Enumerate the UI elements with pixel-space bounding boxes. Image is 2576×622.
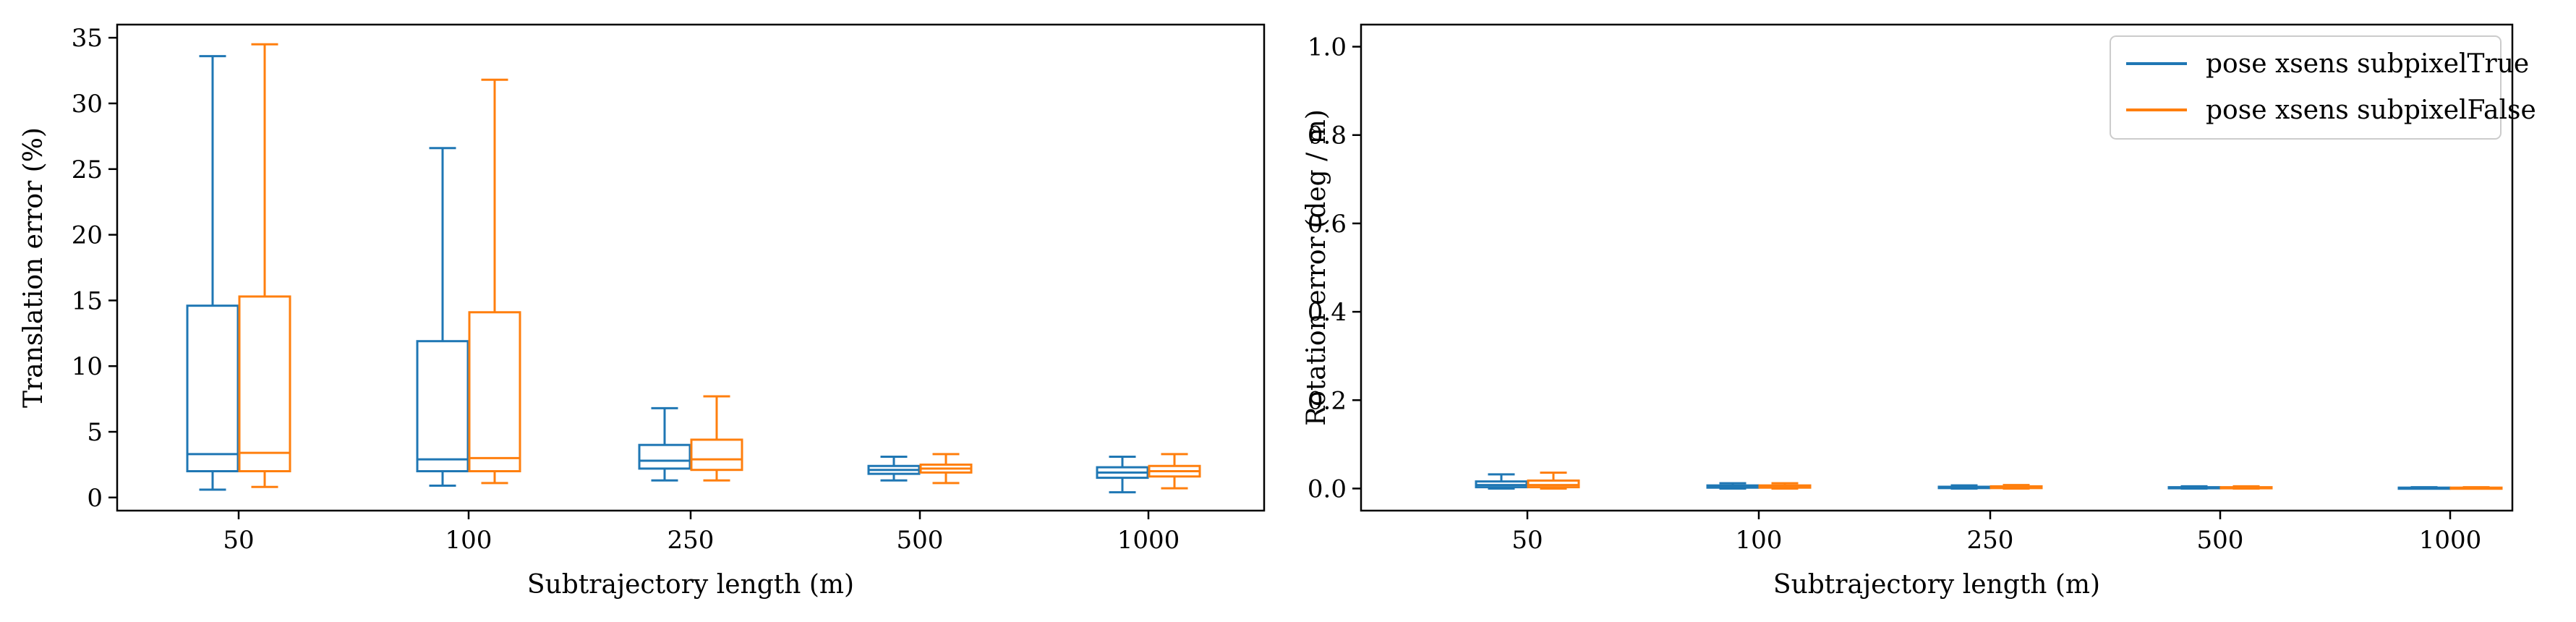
iqr-box [238,295,291,473]
translation-y-ticks: 0 5 10 15 20 25 30 35 [72,24,117,513]
y-tick-label: 30 [72,90,103,119]
box-subpixel-true-50 [1475,473,1528,490]
box-subpixel-false-500 [2219,485,2273,490]
box-subpixel-false-100 [468,78,521,485]
iqr-box [468,311,521,473]
x-tick-label: 500 [897,526,944,555]
legend-label-subpixel-true: pose xsens subpixelTrue [2206,49,2529,79]
box-subpixel-true-500 [2167,485,2221,490]
box-subpixel-true-50 [186,55,239,491]
x-tick-label: 50 [1511,526,1543,555]
x-tick-label: 1000 [2419,526,2482,555]
box-subpixel-true-1000 [2397,486,2451,490]
x-tick-label: 250 [668,526,715,555]
rotation-error-panel: 0.0 0.2 0.4 0.6 0.8 1.0 50 100 250 500 1000 Subtr… [1302,23,2536,600]
box-subpixel-false-1000 [2449,486,2503,490]
translation-x-axis-label: Subtrajectory length (m) [527,570,854,600]
rotation-y-axis-label: Rotation error (deg / m) [1302,109,1331,426]
box-subpixel-false-50 [1527,471,1580,490]
rotation-plot-area [1475,471,2503,490]
box-subpixel-false-500 [919,453,973,485]
y-tick-label: 0.2 [1308,386,1347,415]
x-tick-label: 100 [445,526,492,555]
box-subpixel-false-250 [690,395,743,482]
y-tick-label: 0.4 [1308,298,1347,327]
y-tick-label: 1.0 [1308,33,1347,62]
box-subpixel-true-100 [1706,482,1760,490]
y-tick-label: 0.0 [1308,474,1347,503]
y-tick-label: 5 [87,418,103,447]
y-tick-label: 10 [72,352,103,381]
box-subpixel-false-100 [1758,482,1812,490]
y-tick-label: 25 [72,156,103,184]
box-subpixel-false-250 [1989,484,2043,490]
box-subpixel-true-100 [416,147,469,487]
legend-box [2110,35,2502,140]
legend: pose xsens subpixelTrue pose xsens subpi… [2110,35,2536,140]
rotation-x-axis-label: Subtrajectory length (m) [1773,570,2100,600]
box-subpixel-true-250 [638,406,691,482]
y-tick-label: 0.6 [1308,210,1347,239]
rotation-x-ticks: 50 100 250 500 1000 [1511,511,2481,555]
iqr-box [638,443,691,470]
y-tick-label: 0 [87,484,103,513]
iqr-box [690,438,743,472]
x-tick-label: 100 [1736,526,1783,555]
box-subpixel-false-50 [238,43,291,488]
translation-y-axis-label: Translation error (%) [19,127,48,408]
translation-error-panel: 0 5 10 15 20 25 30 35 50 100 250 500 1000 Subtrajec… [19,23,1266,600]
rotation-axes-frame [1360,23,2514,512]
y-tick-label: 15 [72,286,103,315]
box-subpixel-false-1000 [1148,453,1201,490]
translation-x-ticks: 50 100 250 500 1000 [223,511,1180,555]
box-subpixel-true-1000 [1096,456,1149,494]
box-subpixel-true-250 [1937,484,1991,490]
rotation-y-ticks: 0.0 0.2 0.4 0.6 0.8 1.0 [1308,33,1361,503]
y-tick-label: 20 [72,221,103,250]
x-tick-label: 1000 [1117,526,1180,555]
x-tick-label: 250 [1967,526,2014,555]
y-tick-label: 0.8 [1308,122,1347,150]
x-tick-label: 50 [223,526,254,555]
legend-label-subpixel-false: pose xsens subpixelFalse [2206,95,2536,125]
iqr-box [416,340,469,473]
iqr-box [186,304,239,473]
y-tick-label: 35 [72,24,103,53]
iqr-box [1527,479,1580,489]
x-tick-label: 500 [2197,526,2244,555]
translation-plot-area [186,43,1201,494]
box-subpixel-true-500 [867,456,921,482]
